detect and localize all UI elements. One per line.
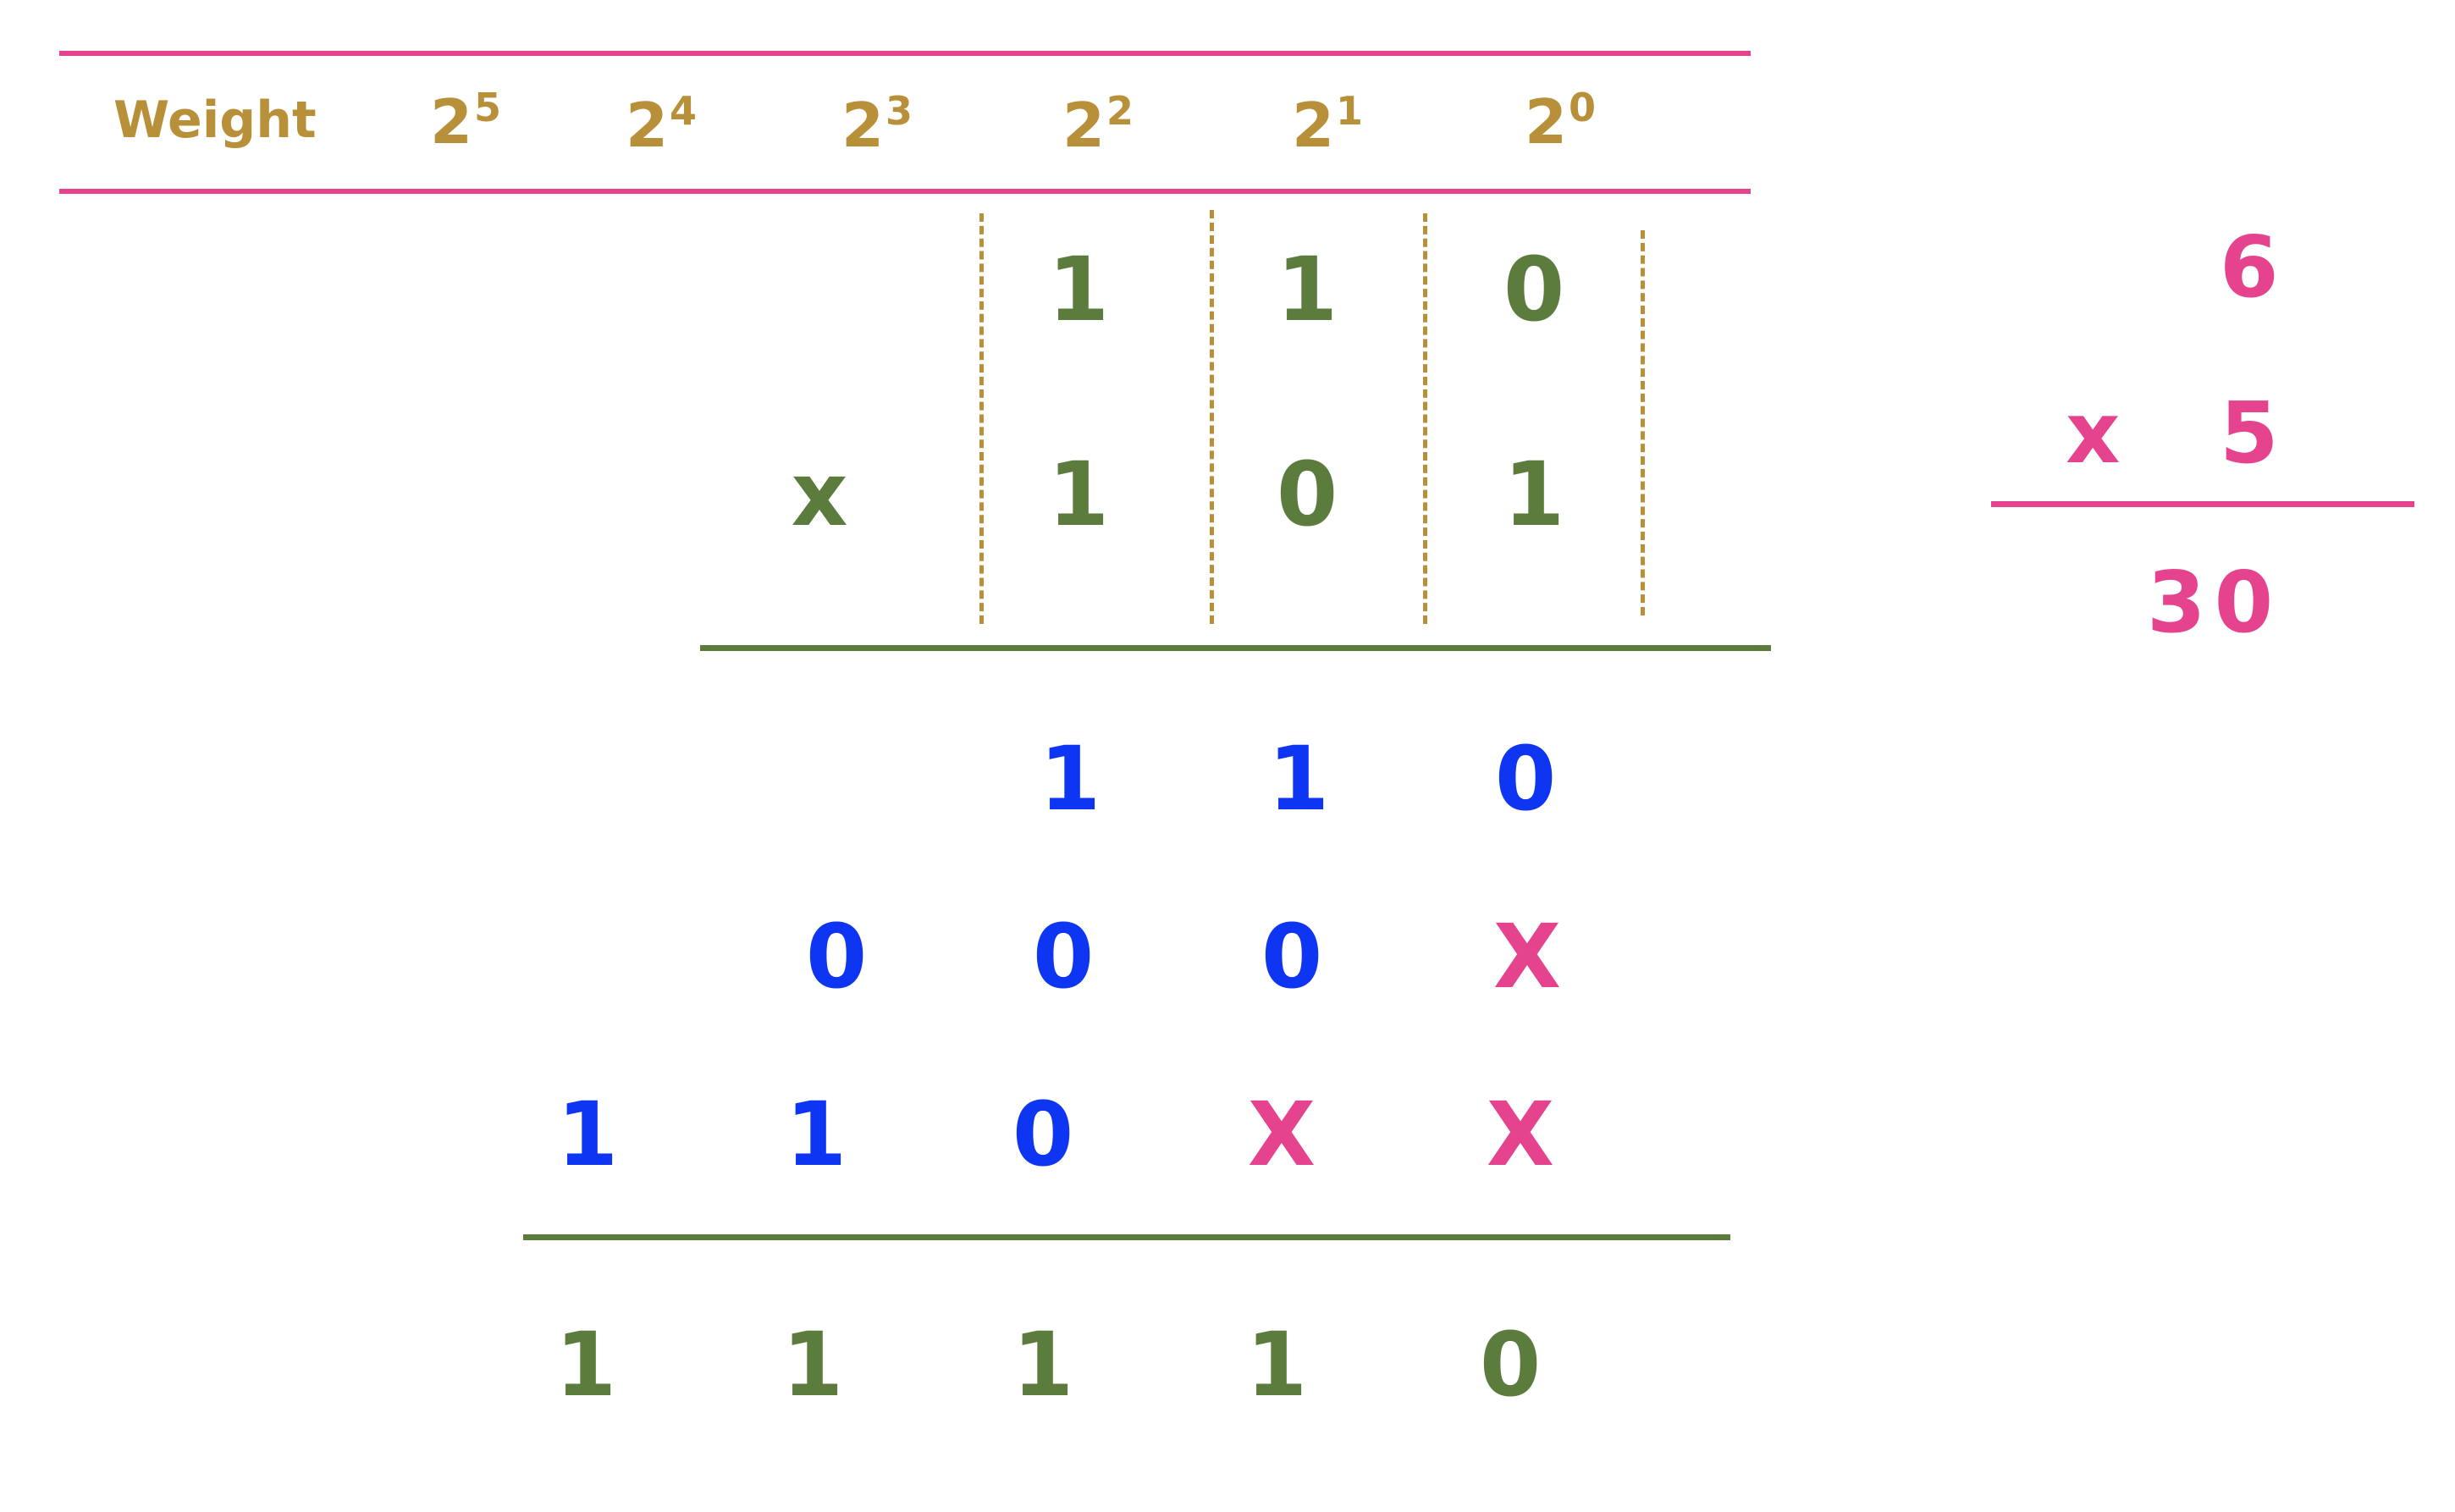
column-divider: [979, 213, 984, 624]
placeholder-cross: X: [1486, 1083, 1555, 1186]
decimal-multiply-sign: x: [2066, 384, 2121, 483]
weight-exponent: 1: [1336, 88, 1364, 134]
placeholder-cross: X: [1492, 905, 1562, 1008]
multiplicand-digit: 1: [1047, 238, 1110, 341]
weight-base: 2: [625, 90, 669, 161]
weight-base: 2: [841, 90, 885, 161]
partial-product-3-digit: 1: [556, 1083, 619, 1186]
multiply-sign: x: [791, 443, 848, 546]
partial-product-1-digit: 1: [1039, 727, 1101, 830]
weight-2-pow-0: 20: [1501, 88, 1619, 152]
partial-product-2-digit: 0: [1032, 905, 1095, 1008]
partial-product-1-digit: 0: [1494, 727, 1557, 830]
weight-2-pow-2: 22: [1039, 91, 1157, 156]
weight-base: 2: [1291, 90, 1335, 161]
weight-base: 2: [1524, 86, 1568, 157]
weight-exponent: 2: [1106, 88, 1134, 134]
weight-2-pow-1: 21: [1268, 91, 1387, 156]
column-divider: [1641, 230, 1645, 615]
partial-product-2-digit: 0: [805, 905, 868, 1008]
multiplicand-digit: 1: [1276, 238, 1338, 341]
partial-product-3-digit: 0: [1012, 1083, 1074, 1186]
partial-product-2-digit: 0: [1261, 905, 1323, 1008]
result-digit: 1: [781, 1313, 844, 1416]
weight-exponent: 0: [1569, 85, 1597, 130]
result-digit: 0: [1479, 1313, 1542, 1416]
multiplier-digit: 1: [1503, 443, 1565, 546]
placeholder-cross: X: [1247, 1083, 1316, 1186]
weight-2-pow-4: 24: [602, 91, 720, 156]
result-digit: 1: [1245, 1313, 1308, 1416]
column-divider: [1423, 213, 1427, 624]
multiplier-digit: 1: [1047, 443, 1110, 546]
weight-base: 2: [1062, 90, 1106, 161]
header-top-rule: [59, 51, 1751, 56]
decimal-multiplier: 5: [2220, 384, 2279, 483]
partial-product-3-digit: 1: [785, 1083, 847, 1186]
decimal-rule: [1991, 501, 2414, 507]
weight-label: Weight: [113, 91, 317, 150]
column-divider: [1210, 210, 1214, 624]
result-digit: 1: [554, 1313, 617, 1416]
sum-rule: [523, 1234, 1730, 1240]
weight-exponent: 4: [670, 88, 698, 134]
weight-exponent: 5: [474, 85, 502, 130]
decimal-product: 30: [2147, 553, 2282, 652]
weight-2-pow-5: 25: [406, 88, 525, 152]
result-digit: 1: [1012, 1313, 1074, 1416]
weight-2-pow-3: 23: [818, 91, 936, 156]
partial-product-1-digit: 1: [1267, 727, 1330, 830]
decimal-multiplicand: 6: [2220, 218, 2279, 317]
weight-base: 2: [429, 86, 473, 157]
multiplicand-digit: 0: [1503, 238, 1565, 341]
weight-exponent: 3: [885, 88, 913, 134]
multiplier-digit: 0: [1276, 443, 1338, 546]
multiplication-rule: [700, 645, 1771, 651]
header-bottom-rule: [59, 189, 1751, 194]
